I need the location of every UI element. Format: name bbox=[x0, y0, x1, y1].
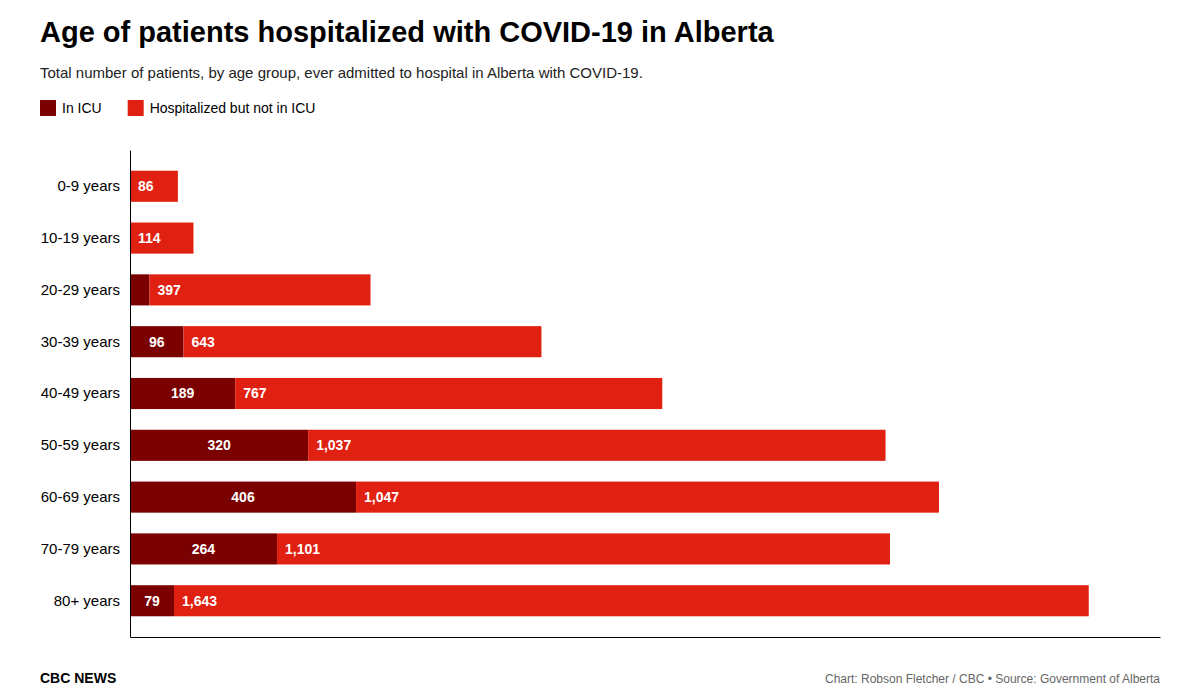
bar bbox=[130, 585, 174, 616]
y-tick-label: 40-49 years bbox=[41, 384, 120, 401]
plot: 96 189 320 406 264 79 86 114 397 643 767 1,037 1,047… bbox=[41, 151, 1161, 638]
x-axis bbox=[131, 637, 1161, 638]
legend-item: In ICU bbox=[40, 100, 102, 116]
bar bbox=[130, 223, 193, 254]
data-label: 96 bbox=[149, 334, 165, 350]
bar bbox=[130, 378, 235, 409]
y-tick-label: 80+ years bbox=[54, 592, 120, 609]
y-axis: 0-9 years 10-19 years 20-29 years 30-39 yea… bbox=[41, 151, 131, 638]
data-label: 86 bbox=[138, 178, 154, 194]
subtitle: Total number of patients, by age group, … bbox=[40, 64, 643, 81]
legend-label: Hospitalized but not in ICU bbox=[150, 100, 316, 116]
bar bbox=[130, 482, 356, 513]
legend-item: Hospitalized but not in ICU bbox=[128, 100, 316, 116]
bar bbox=[308, 430, 885, 461]
y-axis-line bbox=[130, 151, 131, 638]
bar bbox=[356, 482, 939, 513]
data-label: 114 bbox=[138, 230, 161, 246]
bar bbox=[149, 274, 370, 305]
data-label: 406 bbox=[231, 489, 255, 505]
y-tick-label: 60-69 years bbox=[41, 488, 120, 505]
series bbox=[130, 274, 356, 616]
bars bbox=[130, 171, 1089, 617]
y-tick-label: 50-59 years bbox=[41, 436, 120, 453]
bar bbox=[130, 430, 308, 461]
bar bbox=[130, 533, 277, 564]
legend-swatch bbox=[40, 100, 56, 116]
data-label: 264 bbox=[192, 541, 216, 557]
y-tick-label: 10-19 years bbox=[41, 229, 120, 246]
data-label: 189 bbox=[171, 385, 195, 401]
y-tick: 80+ years bbox=[54, 592, 120, 609]
bar bbox=[174, 585, 1089, 616]
y-tick: 20-29 years bbox=[41, 281, 120, 298]
series bbox=[130, 171, 1089, 617]
y-tick: 70-79 years bbox=[41, 540, 120, 557]
bar bbox=[235, 378, 662, 409]
y-tick: 40-49 years bbox=[41, 384, 120, 401]
data-label: 643 bbox=[191, 334, 215, 350]
data-label: 767 bbox=[243, 385, 267, 401]
y-tick-label: 0-9 years bbox=[57, 177, 120, 194]
bar bbox=[130, 326, 183, 357]
y-tick: 10-19 years bbox=[41, 229, 120, 246]
y-tick: 30-39 years bbox=[41, 332, 120, 349]
bar bbox=[277, 533, 890, 564]
data-label: 1,643 bbox=[182, 593, 217, 609]
legend: In ICU Hospitalized but not in ICU bbox=[40, 100, 315, 116]
data-label: 1,037 bbox=[316, 437, 351, 453]
title: Age of patients hospitalized with COVID-… bbox=[40, 16, 775, 48]
data-label: 1,047 bbox=[364, 489, 399, 505]
data-label: 79 bbox=[144, 593, 160, 609]
bar bbox=[130, 171, 178, 202]
chart: Age of patients hospitalized with COVID-… bbox=[0, 0, 1200, 697]
y-tick: 50-59 years bbox=[41, 436, 120, 453]
x-axis-line bbox=[131, 637, 1161, 638]
footer: Chart: Robson Fletcher / CBC • Source: G… bbox=[825, 672, 1160, 686]
y-tick: 0-9 years bbox=[57, 177, 120, 194]
bar bbox=[183, 326, 541, 357]
legend-swatch bbox=[128, 100, 144, 116]
y-tick: 60-69 years bbox=[41, 488, 120, 505]
bar bbox=[130, 274, 149, 305]
legend-label: In ICU bbox=[62, 100, 102, 116]
footer: CBC NEWS bbox=[40, 670, 116, 686]
data-label: 397 bbox=[157, 282, 181, 298]
y-tick-label: 70-79 years bbox=[41, 540, 120, 557]
data-labels: 96 189 320 406 264 79 86 114 397 643 767 1,037 1,047… bbox=[138, 178, 399, 608]
data-label: 320 bbox=[207, 437, 231, 453]
y-tick-label: 20-29 years bbox=[41, 281, 120, 298]
y-tick-label: 30-39 years bbox=[41, 332, 120, 349]
data-label: 1,101 bbox=[285, 541, 320, 557]
